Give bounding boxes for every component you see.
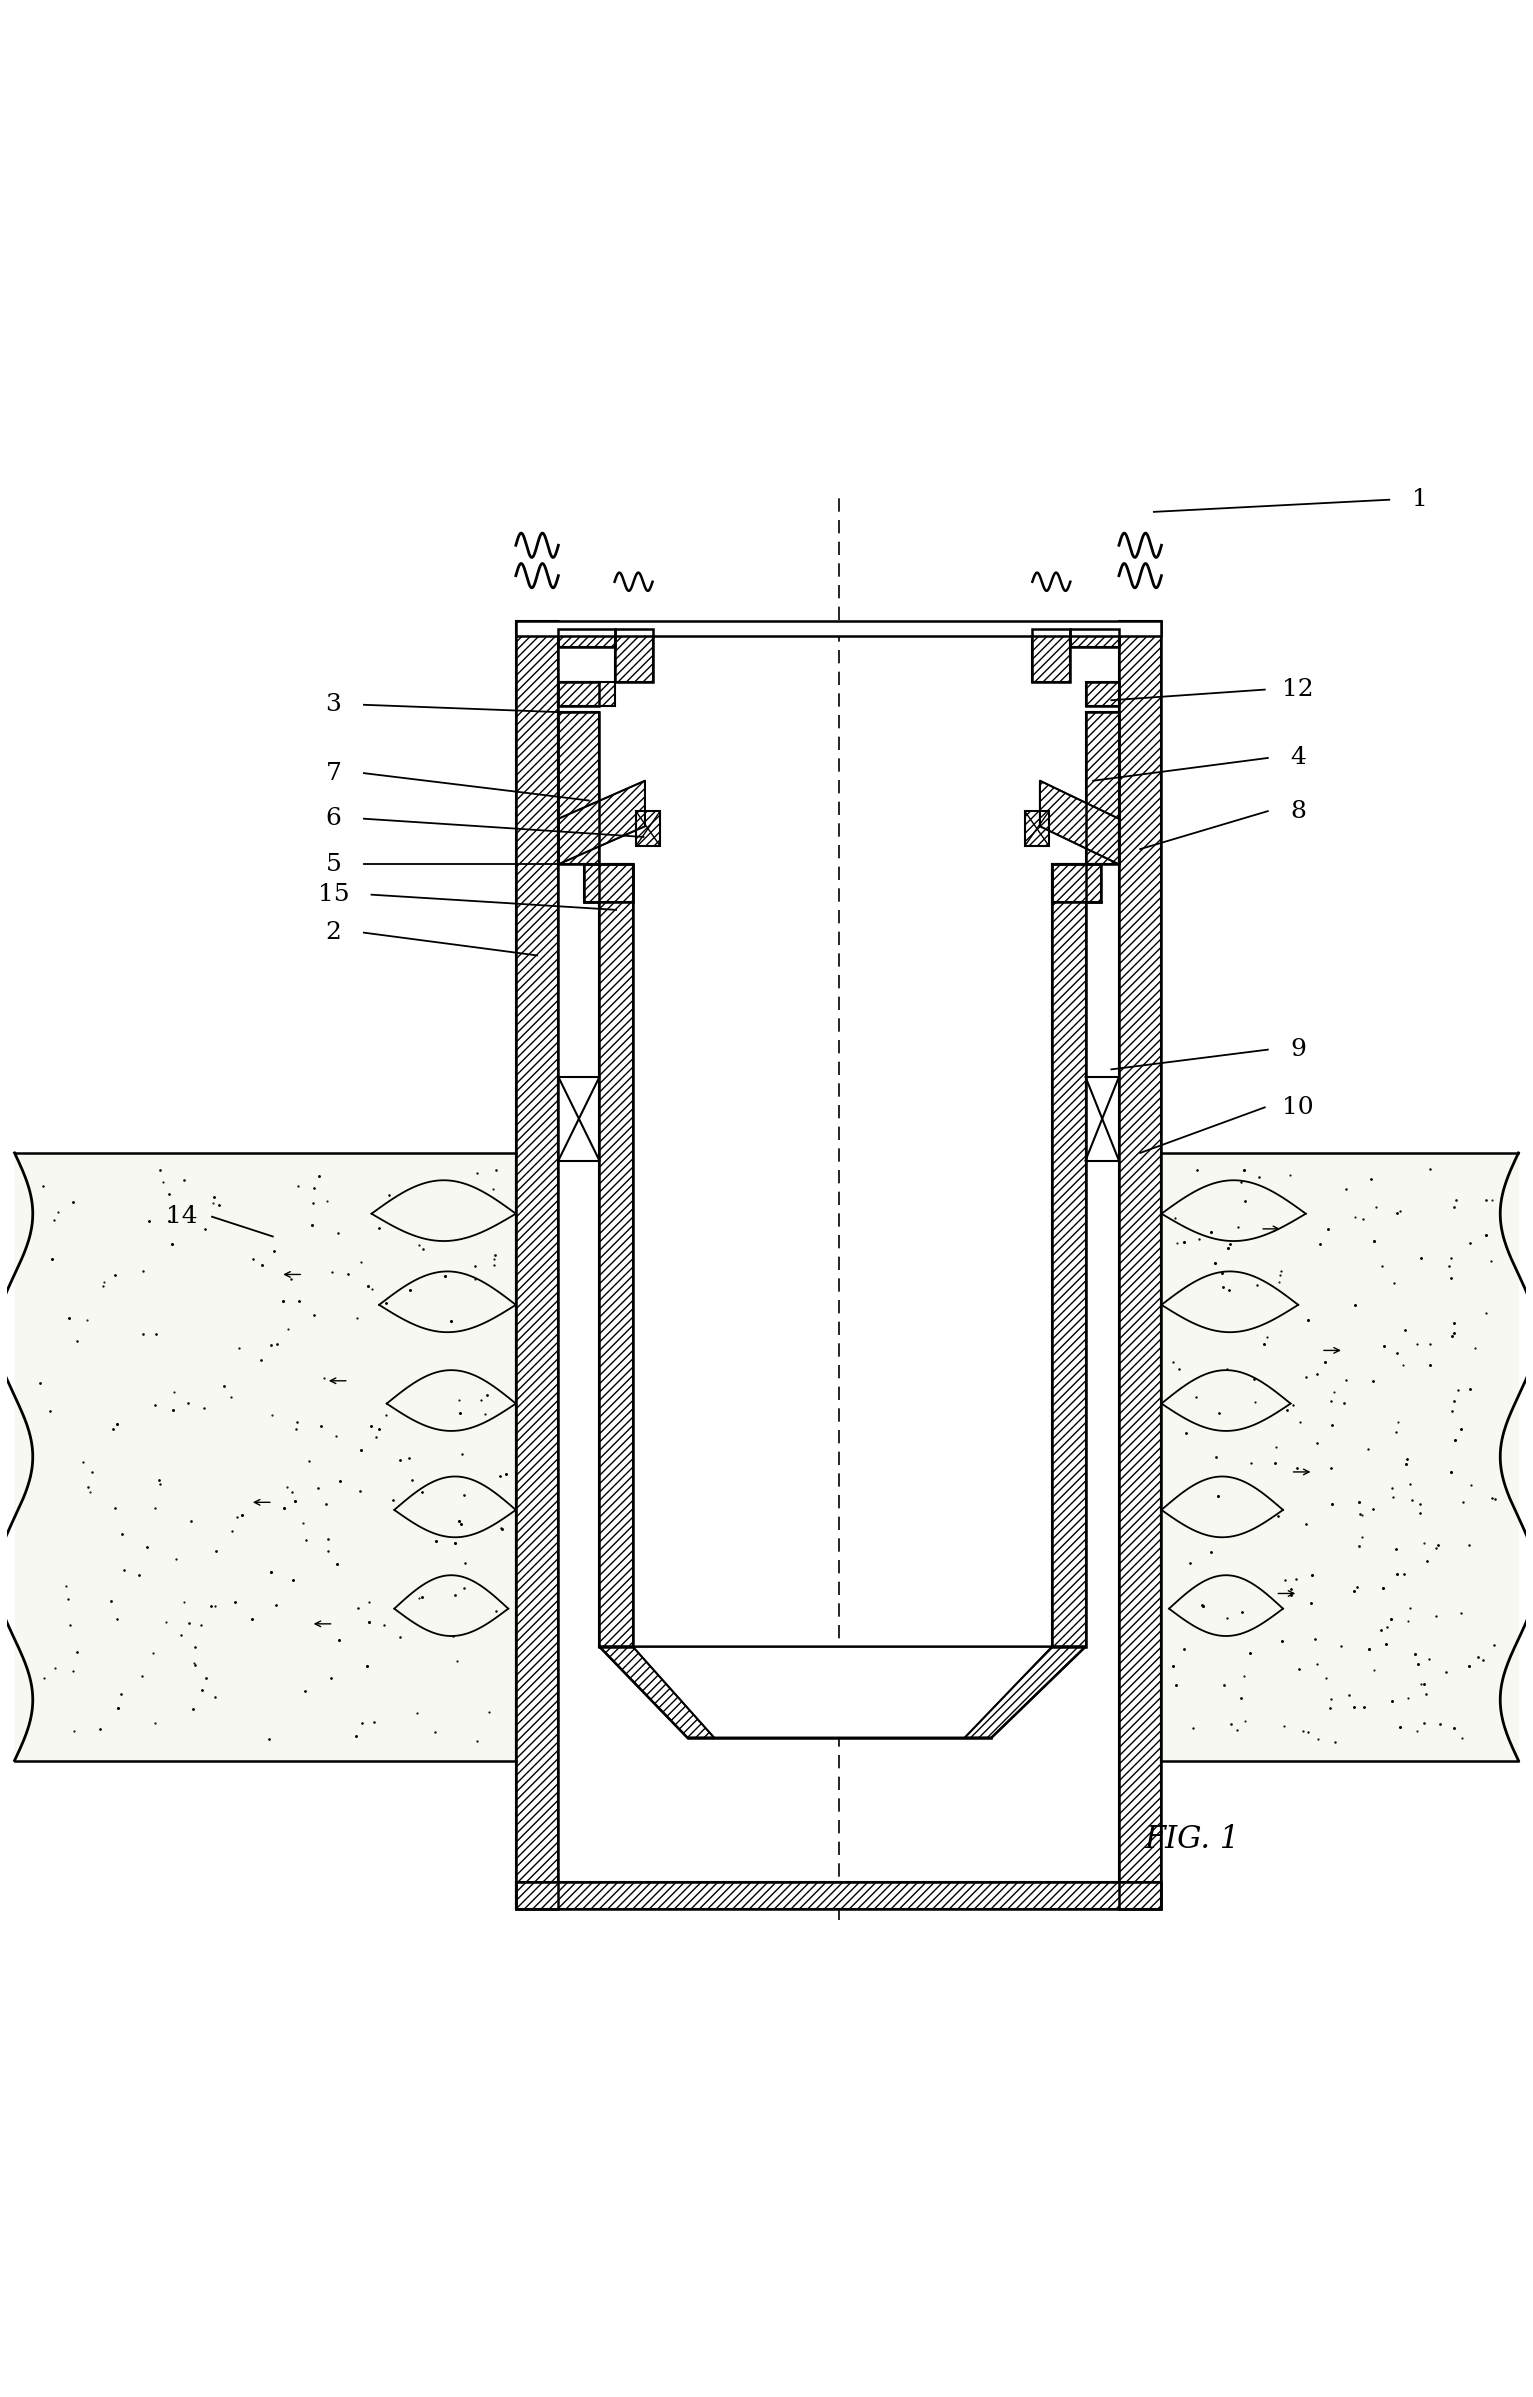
Text: 15: 15 [317, 882, 350, 906]
Text: 4: 4 [1291, 745, 1306, 769]
Bar [1119, 621, 1162, 1910]
Bar [584, 865, 633, 901]
Text: 2: 2 [325, 920, 342, 944]
Polygon shape [1039, 781, 1119, 865]
Bar [615, 628, 653, 683]
Bar [558, 712, 599, 865]
Bar [584, 865, 633, 901]
Bar [515, 1882, 1162, 1910]
Text: 7: 7 [325, 762, 342, 784]
Text: 1: 1 [1412, 489, 1427, 511]
Text: 5: 5 [325, 853, 342, 875]
Bar [558, 683, 615, 707]
Text: 10: 10 [1283, 1095, 1314, 1119]
Polygon shape [599, 1647, 1085, 1738]
Bar [1052, 865, 1101, 901]
Polygon shape [558, 781, 645, 865]
Bar [1024, 810, 1049, 846]
Bar [1052, 865, 1085, 1647]
Text: 12: 12 [1283, 678, 1314, 700]
Bar [599, 865, 633, 1647]
Bar [1052, 865, 1101, 901]
Bar [1024, 810, 1049, 846]
Bar [1070, 628, 1119, 647]
Bar [558, 1076, 599, 1160]
Bar [1052, 865, 1085, 1647]
Bar [1119, 621, 1162, 1910]
Polygon shape [1162, 1153, 1519, 1759]
Bar [558, 683, 599, 707]
Bar [1085, 683, 1119, 707]
Text: FIG. 1: FIG. 1 [1144, 1824, 1240, 1855]
Bar [599, 865, 633, 1647]
Bar [515, 621, 558, 1910]
Bar [1085, 712, 1119, 865]
Bar [1032, 628, 1070, 683]
Text: 14: 14 [166, 1206, 198, 1227]
Text: 3: 3 [325, 693, 342, 717]
Bar [636, 810, 661, 846]
Text: 8: 8 [1291, 801, 1306, 822]
Bar [558, 683, 599, 707]
Text: 6: 6 [325, 808, 342, 829]
Polygon shape [964, 1647, 1085, 1738]
Bar [1032, 628, 1070, 683]
Bar [1085, 712, 1119, 865]
Polygon shape [599, 1647, 714, 1738]
Bar [615, 628, 653, 683]
Bar [515, 621, 558, 1910]
Bar [558, 628, 615, 647]
Bar [515, 1882, 1162, 1910]
Bar [636, 810, 661, 846]
Polygon shape [14, 1153, 515, 1759]
Bar [1085, 683, 1119, 707]
Bar [1085, 1076, 1119, 1160]
Bar [558, 628, 615, 647]
Bar [558, 712, 599, 865]
Bar [515, 621, 1162, 638]
Text: 9: 9 [1291, 1038, 1306, 1062]
Bar [1070, 628, 1119, 647]
